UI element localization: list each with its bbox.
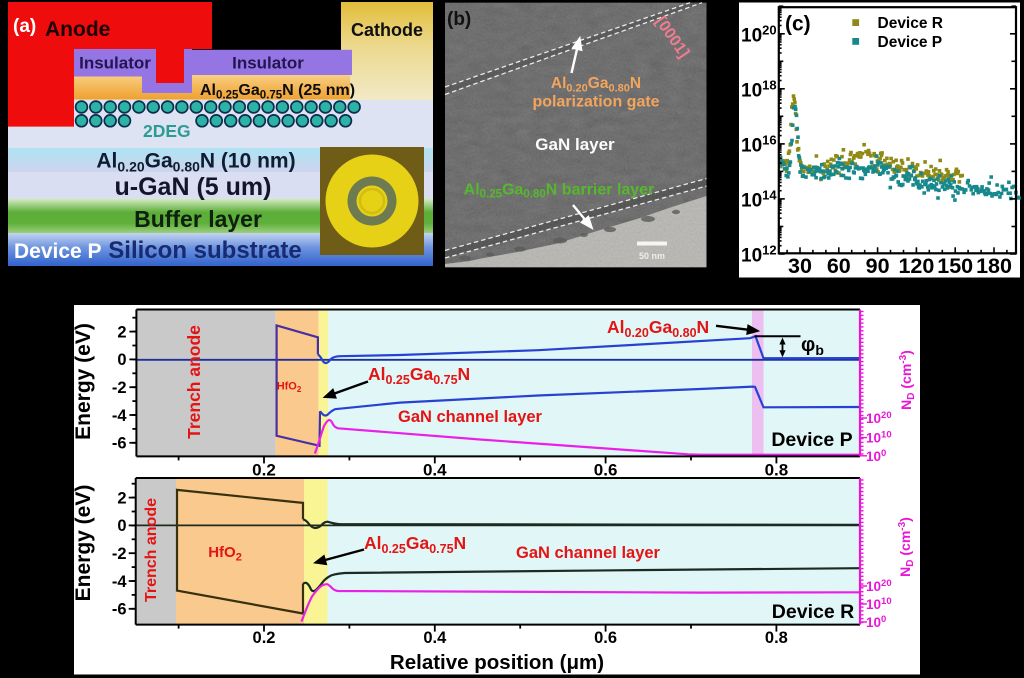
svg-text:Cathode: Cathode (351, 20, 423, 40)
svg-text:-6: -6 (112, 601, 127, 619)
svg-text:Energy (eV): Energy (eV) (72, 485, 95, 602)
svg-text:GaN layer: GaN layer (535, 135, 615, 154)
svg-text:2DEG: 2DEG (143, 121, 191, 141)
svg-text:ND (cm-3): ND (cm-3) (898, 350, 917, 410)
svg-text:GaN channel layer: GaN channel layer (398, 408, 543, 426)
svg-text:-2: -2 (112, 379, 127, 397)
svg-text:0.2: 0.2 (253, 629, 276, 647)
svg-text:(b): (b) (447, 9, 471, 30)
svg-text:(c): (c) (785, 13, 811, 36)
svg-text:0.6: 0.6 (594, 461, 618, 480)
svg-text:Device P: Device P (14, 240, 102, 263)
svg-text:Relative position (μm): Relative position (μm) (390, 651, 604, 674)
svg-text:0.4: 0.4 (423, 629, 447, 647)
svg-text:Device R: Device R (772, 601, 854, 623)
svg-text:0.8: 0.8 (765, 629, 788, 647)
svg-text:Device P: Device P (878, 34, 943, 51)
svg-text:60: 60 (827, 254, 851, 278)
svg-text:Buffer layer: Buffer layer (134, 206, 262, 232)
svg-text:u-GaN (5 um): u-GaN (5 um) (115, 173, 272, 201)
svg-text:Al0.25Ga0.75N (25 nm): Al0.25Ga0.75N (25 nm) (200, 82, 355, 102)
svg-text:-4: -4 (112, 573, 127, 591)
svg-text:0: 0 (117, 517, 126, 535)
svg-text:HfO2: HfO2 (277, 381, 302, 395)
svg-text:-4: -4 (112, 407, 127, 425)
svg-text:-2: -2 (112, 545, 127, 563)
svg-text:Insulator: Insulator (79, 54, 151, 73)
svg-text:0.6: 0.6 (594, 629, 617, 647)
svg-text:30: 30 (788, 254, 812, 278)
svg-text:120: 120 (898, 254, 934, 278)
svg-text:0.8: 0.8 (765, 461, 789, 480)
svg-text:0: 0 (117, 351, 126, 369)
svg-text:150: 150 (937, 254, 973, 278)
svg-text:0.2: 0.2 (252, 461, 276, 480)
svg-text:Device R: Device R (878, 15, 943, 32)
svg-text:50 nm: 50 nm (639, 251, 665, 261)
svg-text:-6: -6 (112, 435, 127, 453)
svg-text:Insulator: Insulator (232, 54, 304, 73)
svg-text:Silicon substrate: Silicon substrate (108, 237, 301, 264)
svg-text:2: 2 (117, 489, 126, 507)
svg-text:Energy (eV): Energy (eV) (72, 323, 95, 440)
svg-text:2: 2 (117, 323, 126, 341)
svg-text:Anode: Anode (45, 18, 110, 41)
svg-text:Al0.25Ga0.80N barrier layer: Al0.25Ga0.80N barrier layer (464, 182, 655, 201)
svg-text:(a): (a) (13, 16, 36, 37)
svg-text:GaN channel layer: GaN channel layer (516, 544, 661, 562)
svg-text:180: 180 (976, 254, 1012, 278)
svg-text:polarization gate: polarization gate (532, 94, 659, 111)
svg-text:90: 90 (866, 254, 890, 278)
svg-text:Trench anode: Trench anode (184, 325, 204, 439)
svg-text:Device P: Device P (771, 429, 852, 451)
svg-text:HfO2: HfO2 (208, 544, 242, 564)
svg-text:0.4: 0.4 (423, 461, 447, 480)
svg-text:Trench anode: Trench anode (143, 498, 160, 602)
